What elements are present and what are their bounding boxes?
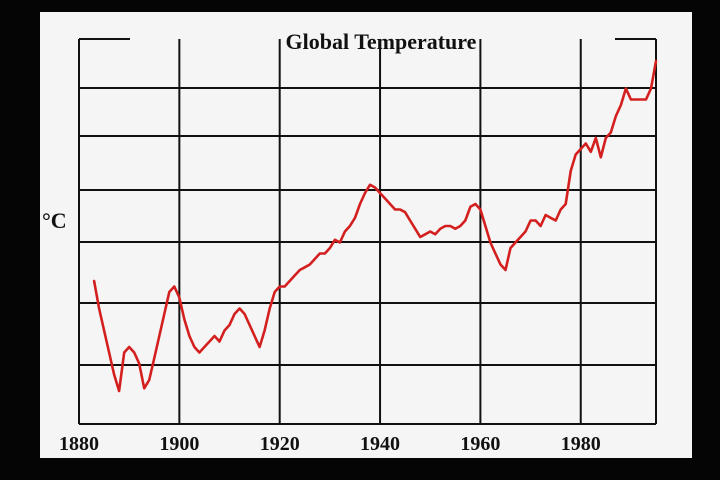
chart-title: Global Temperature <box>286 29 477 54</box>
global-temperature-chart: Global Temperature °C 1880 1900 1920 1940 19… <box>42 29 658 455</box>
x-tick-label: 1980 <box>561 433 601 455</box>
temperature-series-line <box>92 59 658 393</box>
x-tick-label: 1960 <box>460 433 500 455</box>
y-axis-label: °C <box>42 208 67 233</box>
series-group <box>92 59 658 393</box>
x-tick-label: 1900 <box>159 433 199 455</box>
x-tick-label: 1920 <box>260 433 300 455</box>
x-tick-label: 1940 <box>360 433 400 455</box>
chart-panel: Global Temperature °C 1880 1900 1920 1940 19… <box>40 12 692 458</box>
x-axis-ticks: 1880 1900 1920 1940 1960 1980 <box>59 433 601 455</box>
grid <box>79 39 656 424</box>
x-tick-label: 1880 <box>59 433 99 455</box>
chart-frame <box>78 38 657 425</box>
